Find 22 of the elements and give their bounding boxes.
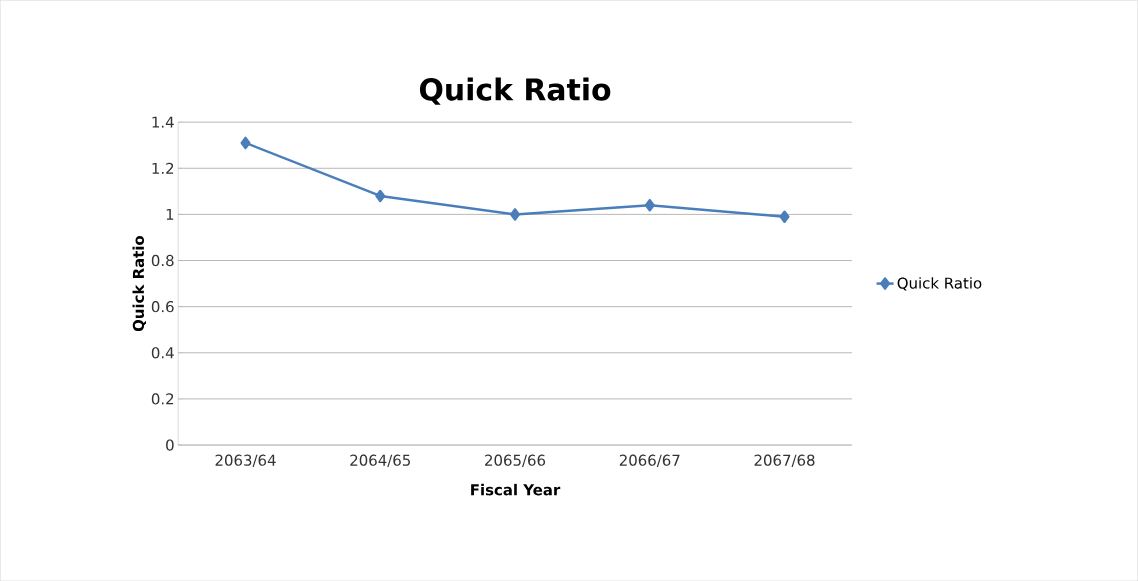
point xyxy=(375,189,386,203)
y-tick-label: 1.4 xyxy=(152,116,174,128)
point xyxy=(240,136,251,150)
x-tick-label: 2066/67 xyxy=(619,454,680,467)
point xyxy=(510,208,521,221)
point xyxy=(644,198,655,212)
y-tick-label: 0.8 xyxy=(151,254,174,267)
x-tick-label: 2067/68 xyxy=(754,454,815,467)
x-tick-label: 2063/64 xyxy=(215,454,276,467)
y-tick-label: 1.2 xyxy=(152,162,174,174)
legend-label: Quick Ratio xyxy=(897,277,982,291)
y-tick-label: 0.2 xyxy=(151,393,174,405)
x-tick-label: 2065/66 xyxy=(485,454,546,467)
y-tick-label: 0.4 xyxy=(151,347,174,359)
y-tick-label: 1 xyxy=(166,208,174,220)
x-axis-title: Fiscal Year xyxy=(471,483,561,496)
chart-title: Quick Ratio xyxy=(419,77,611,105)
x-tick-label: 2064/65 xyxy=(350,454,410,467)
point xyxy=(779,210,790,223)
y-axis-title: Quick Ratio xyxy=(132,235,147,332)
y-tick-label: 0.6 xyxy=(151,300,174,313)
y-tick-label: 0 xyxy=(166,439,174,451)
